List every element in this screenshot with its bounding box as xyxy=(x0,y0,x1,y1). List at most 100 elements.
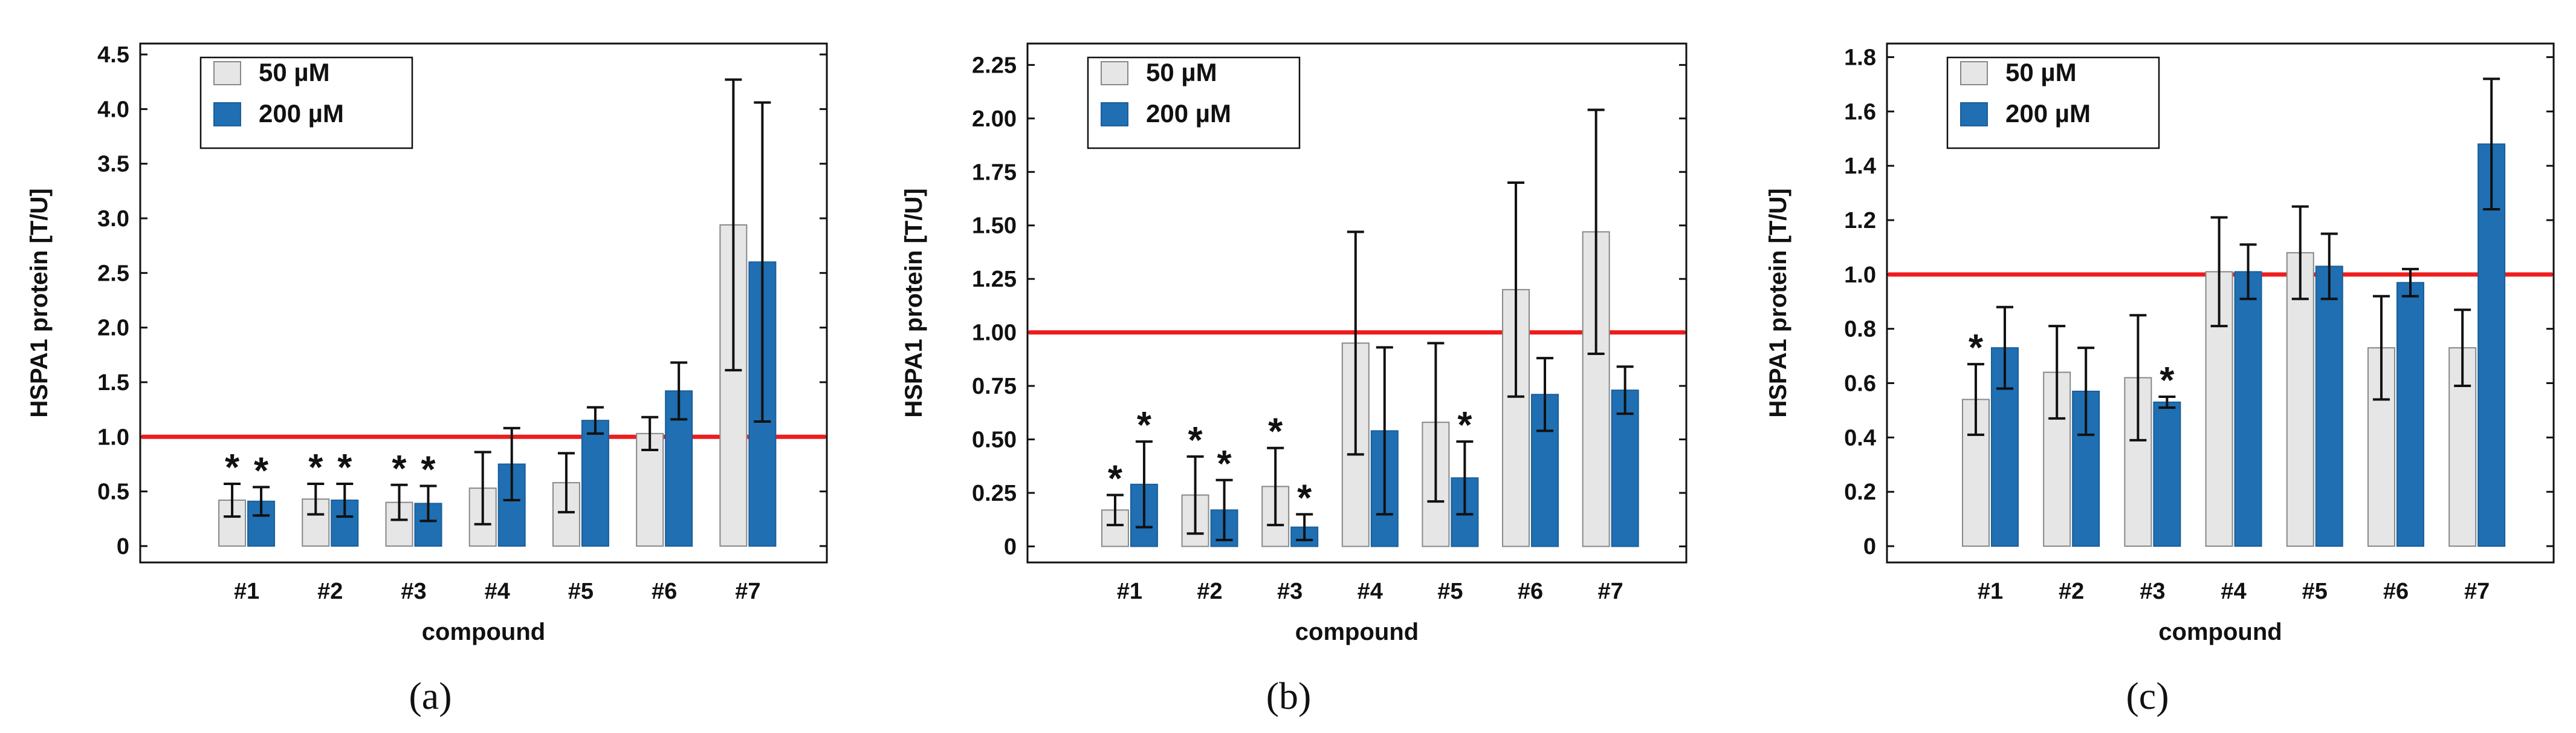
x-tick-label: #5 xyxy=(568,579,594,604)
legend-swatch xyxy=(1960,102,1988,126)
x-tick-label: #1 xyxy=(1978,579,2003,604)
significance-star: * xyxy=(1217,443,1232,485)
significance-star: * xyxy=(1297,477,1312,519)
plot-frame xyxy=(1886,42,2555,564)
legend-label: 50 µM xyxy=(1146,58,1217,86)
y-tick-label: 0.75 xyxy=(972,374,1017,399)
plot-frame xyxy=(139,42,828,564)
y-tick-label: 3.5 xyxy=(97,152,129,177)
x-tick-label: #6 xyxy=(2383,579,2409,604)
y-tick-label: 0.2 xyxy=(1844,480,1876,505)
y-tick-label: 1.5 xyxy=(97,370,129,396)
y-tick-label: 0 xyxy=(1863,534,1876,559)
bar xyxy=(2396,282,2424,547)
y-tick-label: 4.0 xyxy=(97,97,129,122)
x-axis-label: compound xyxy=(1295,619,1419,645)
x-tick-label: #7 xyxy=(2464,579,2490,604)
x-tick-label: #4 xyxy=(485,579,510,604)
chart-panel-3: 0 0.2 0.4 0.6 0.8 1.0 1.2 1.4 1.6 1.8 * * #1 #2 #3 #4 #5… xyxy=(1765,42,2555,717)
y-tick-label: 0.6 xyxy=(1844,371,1876,397)
x-tick-label: #2 xyxy=(2059,579,2084,604)
bar xyxy=(2153,401,2181,547)
legend-label: 50 µM xyxy=(2005,58,2077,86)
y-axis-label: HSPA1 protein [T/U] xyxy=(1765,188,1791,417)
significance-star: * xyxy=(392,448,407,490)
bar xyxy=(2234,271,2262,547)
y-tick-label: 1.50 xyxy=(972,213,1017,239)
x-tick-label: #1 xyxy=(234,579,259,604)
chart-panel-2: 0 0.25 0.50 0.75 1.00 1.25 1.50 1.75 2.00 2.25 * * *… xyxy=(901,42,1688,717)
legend-label: 200 µM xyxy=(259,99,344,128)
y-tick-label: 2.5 xyxy=(97,261,129,286)
y-tick-label: 0.8 xyxy=(1844,317,1876,342)
y-tick-label: 1.2 xyxy=(1844,208,1876,233)
significance-star: * xyxy=(225,447,240,489)
y-tick-label: 1.4 xyxy=(1844,154,1876,179)
x-tick-label: #3 xyxy=(2140,579,2165,604)
y-tick-label: 0.25 xyxy=(972,481,1017,506)
x-tick-label: #3 xyxy=(1277,579,1303,604)
legend-swatch xyxy=(213,61,241,85)
bar xyxy=(1611,389,1639,547)
y-tick-label: 2.00 xyxy=(972,106,1017,132)
significance-star: * xyxy=(1457,405,1472,446)
y-axis-label: HSPA1 protein [T/U] xyxy=(901,188,927,417)
y-tick-label: 2.0 xyxy=(97,316,129,341)
y-tick-label: 0 xyxy=(117,534,129,559)
panel-label: (c) xyxy=(2126,674,2169,717)
y-tick-label: 1.00 xyxy=(972,321,1017,346)
significance-star: * xyxy=(337,447,352,489)
y-tick-label: 0.50 xyxy=(972,428,1017,453)
legend-swatch xyxy=(1101,102,1128,126)
x-tick-label: #1 xyxy=(1117,579,1142,604)
y-tick-label: 0.5 xyxy=(97,480,129,505)
significance-star: * xyxy=(2160,360,2175,402)
bar xyxy=(636,432,664,547)
y-tick-label: 3.0 xyxy=(97,206,129,232)
significance-star: * xyxy=(1137,405,1152,446)
y-tick-label: 0.4 xyxy=(1844,425,1876,451)
y-tick-label: 1.8 xyxy=(1844,45,1876,70)
x-tick-label: #6 xyxy=(652,579,677,604)
x-tick-label: #7 xyxy=(735,579,760,604)
x-axis-label: compound xyxy=(422,619,545,645)
plot-frame xyxy=(1026,42,1688,564)
x-tick-label: #6 xyxy=(1518,579,1543,604)
bar xyxy=(2315,266,2343,547)
legend-swatch xyxy=(1960,61,1988,85)
significance-star: * xyxy=(1108,458,1123,500)
y-tick-label: 1.75 xyxy=(972,160,1017,185)
panel-label: (a) xyxy=(409,674,451,717)
x-tick-label: #2 xyxy=(1197,579,1222,604)
bar xyxy=(1502,288,1530,547)
significance-star: * xyxy=(1268,411,1283,453)
y-tick-label: 1.6 xyxy=(1844,99,1876,125)
chart-panel-1: 0 0.5 1.0 1.5 2.0 2.5 3.0 3.5 4.0 4.5 * * * * * * #1 #2 #3… xyxy=(26,42,828,717)
legend-swatch xyxy=(213,102,241,126)
bar xyxy=(581,420,609,547)
y-axis-label: HSPA1 protein [T/U] xyxy=(26,188,53,417)
y-tick-label: 1.0 xyxy=(97,425,129,450)
legend-label: 200 µM xyxy=(2005,99,2091,128)
significance-star: * xyxy=(1188,420,1203,461)
y-tick-label: 2.25 xyxy=(972,53,1017,78)
legend-label: 200 µM xyxy=(1146,99,1231,128)
x-tick-label: #5 xyxy=(2302,579,2328,604)
y-tick-label: 4.5 xyxy=(97,42,129,68)
legend-label: 50 µM xyxy=(259,58,330,86)
y-tick-label: 1.0 xyxy=(1844,262,1876,288)
x-tick-label: #7 xyxy=(1598,579,1623,604)
y-tick-label: 1.25 xyxy=(972,267,1017,292)
significance-star: * xyxy=(254,450,269,492)
x-tick-label: #3 xyxy=(401,579,426,604)
x-tick-label: #2 xyxy=(317,579,343,604)
x-tick-label: #4 xyxy=(1358,579,1383,604)
bar xyxy=(2286,252,2314,547)
legend-swatch xyxy=(1101,61,1128,85)
significance-star: * xyxy=(1969,327,1984,369)
significance-star: * xyxy=(308,447,323,489)
significance-star: * xyxy=(421,449,436,491)
x-tick-label: #5 xyxy=(1437,579,1463,604)
y-tick-label: 0 xyxy=(1004,534,1017,559)
